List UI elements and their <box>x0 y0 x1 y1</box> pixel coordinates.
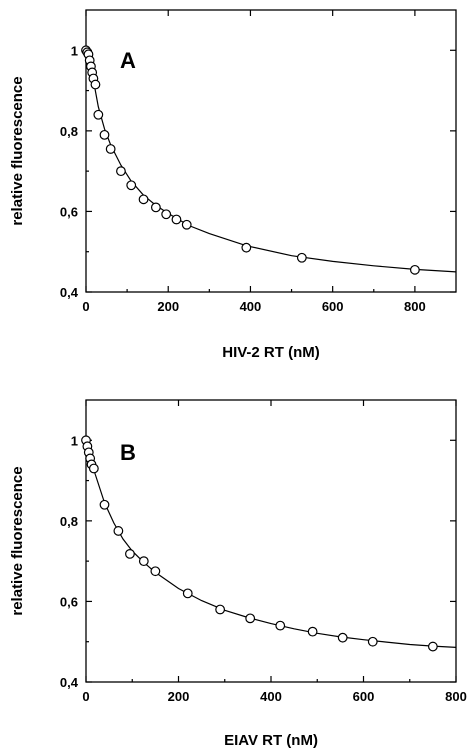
data-point-a-19 <box>296 252 307 263</box>
x-tick-label-a-4: 800 <box>404 299 426 314</box>
y-tick-label-b-1: 0,6 <box>60 594 78 609</box>
ticks-b: 0 200 400 600 800 0,4 0,6 0,8 1 <box>60 400 467 704</box>
x-tick-label-a-0: 0 <box>82 299 89 314</box>
data-point-a-12 <box>126 180 137 191</box>
y-tick-label-a-2: 0,8 <box>60 124 78 139</box>
y-tick-label-b-0: 0,4 <box>60 675 79 690</box>
panel-a: A HIV-2 RT (nM) relative fluorescence 0 2… <box>9 9 457 361</box>
data-point-a-17 <box>181 219 192 230</box>
data-point-b-18 <box>427 641 438 652</box>
data-point-a-10 <box>105 144 116 154</box>
x-axis-label-a: HIV-2 RT (nM) <box>222 344 320 361</box>
data-point-b-8 <box>125 548 135 559</box>
y-tick-label-a-3: 1 <box>71 43 78 58</box>
panel-label-b: B <box>120 440 136 465</box>
data-point-a-16 <box>171 214 182 225</box>
y-tick-label-a-0: 0,4 <box>60 285 79 300</box>
data-point-b-14 <box>275 620 286 631</box>
panel-label-a: A <box>120 48 136 73</box>
y-tick-label-b-3: 1 <box>71 433 78 448</box>
x-tick-label-b-0: 0 <box>82 689 89 704</box>
data-point-b-5 <box>88 463 99 474</box>
data-point-a-8 <box>93 109 104 120</box>
data-point-b-12 <box>215 604 226 615</box>
data-point-b-6 <box>99 499 110 510</box>
data-points-a <box>81 45 420 275</box>
x-tick-label-a-3: 600 <box>322 299 344 314</box>
x-tick-label-a-2: 400 <box>240 299 262 314</box>
data-point-b-10 <box>150 566 161 577</box>
data-point-a-9 <box>99 129 110 140</box>
x-tick-label-a-1: 200 <box>157 299 179 314</box>
data-point-b-17 <box>367 636 378 647</box>
data-point-a-13 <box>138 194 149 205</box>
plot-frame-a <box>85 9 457 293</box>
data-point-b-7 <box>113 526 124 536</box>
plot-frame-b <box>85 399 457 683</box>
data-point-a-15 <box>161 209 172 220</box>
data-point-a-20 <box>409 264 420 275</box>
y-tick-label-b-2: 0,8 <box>60 514 78 529</box>
data-point-b-11 <box>182 588 193 599</box>
data-point-b-13 <box>245 613 256 624</box>
data-point-a-18 <box>241 242 252 253</box>
x-axis-label-b: EIAV RT (nM) <box>224 732 318 749</box>
data-point-b-16 <box>337 632 348 643</box>
fit-curve-b <box>85 440 457 648</box>
data-point-a-11 <box>116 166 126 177</box>
ticks-a: 0 200 400 600 800 0,4 0,6 0,8 1 <box>60 10 456 314</box>
y-axis-label-b: relative fluorescence <box>9 466 26 615</box>
x-tick-label-b-3: 600 <box>353 689 375 704</box>
fit-curve-a <box>85 50 457 273</box>
data-points-b <box>81 435 438 652</box>
y-axis-label-a: relative fluorescence <box>9 76 26 225</box>
data-point-b-15 <box>307 626 318 637</box>
data-point-b-9 <box>138 556 149 567</box>
panel-b: B EIAV RT (nM) relative fluorescence 0 20… <box>9 399 467 749</box>
x-tick-label-b-1: 200 <box>168 689 190 704</box>
data-point-a-7 <box>90 79 101 90</box>
x-tick-label-b-2: 400 <box>260 689 282 704</box>
x-tick-label-b-4: 800 <box>445 689 467 704</box>
y-tick-label-a-1: 0,6 <box>60 204 78 219</box>
data-point-a-14 <box>150 202 161 213</box>
